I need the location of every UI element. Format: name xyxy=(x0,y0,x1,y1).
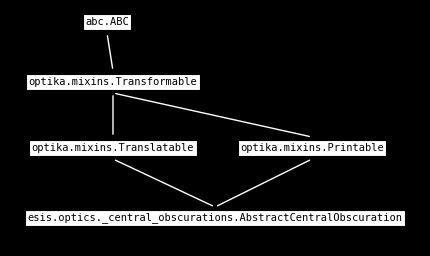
Text: optika.mixins.Transformable: optika.mixins.Transformable xyxy=(28,77,197,87)
Text: esis.optics._central_obscurations.AbstractCentralObscuration: esis.optics._central_obscurations.Abstra… xyxy=(28,212,402,223)
Text: abc.ABC: abc.ABC xyxy=(85,17,129,27)
Text: optika.mixins.Translatable: optika.mixins.Translatable xyxy=(32,143,194,153)
Text: optika.mixins.Printable: optika.mixins.Printable xyxy=(240,143,383,153)
